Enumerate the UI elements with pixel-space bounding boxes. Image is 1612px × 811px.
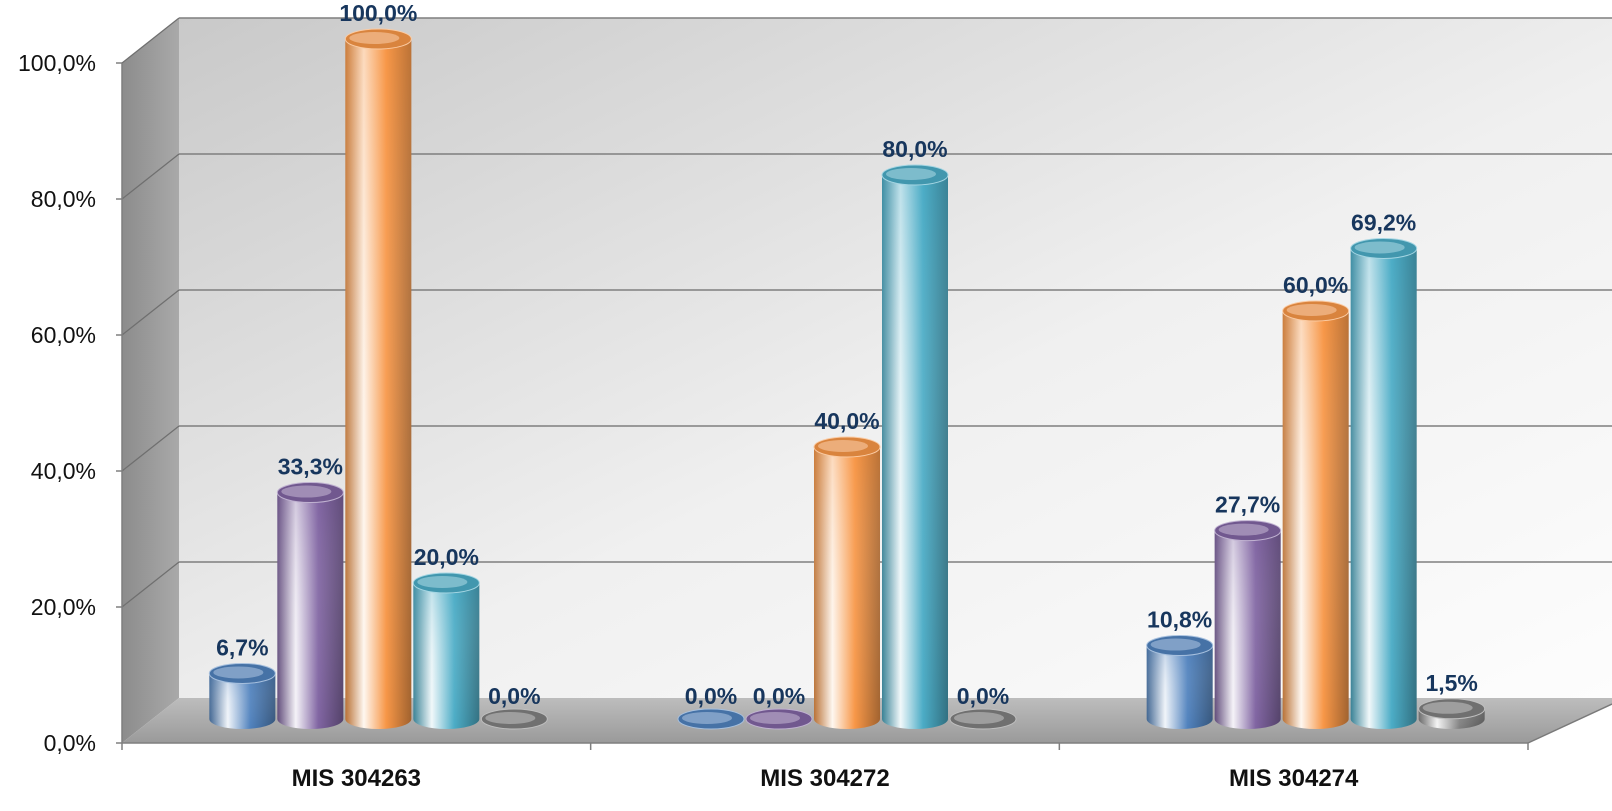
bar-top-highlight (485, 712, 536, 724)
bar-shade (1350, 248, 1417, 729)
data-label: 20,0% (414, 544, 479, 570)
y-tick-label: 0,0% (44, 730, 96, 756)
gridline-depth (121, 425, 180, 472)
data-label: 60,0% (1283, 272, 1348, 298)
x-category-label: MIS 304272 (760, 765, 889, 792)
bar-top-highlight (954, 712, 1004, 724)
bar-shade (413, 583, 480, 729)
data-label: 0,0% (685, 683, 737, 709)
data-label: 0,0% (957, 683, 1009, 709)
data-label: 69,2% (1351, 209, 1416, 235)
bar-shade (345, 39, 412, 729)
gridline-depth (121, 17, 180, 64)
y-tick-label: 40,0% (31, 458, 96, 484)
floor-edge (1527, 703, 1612, 744)
bar-top-highlight (750, 712, 800, 724)
bar-top-highlight (1286, 304, 1337, 316)
bar-top-highlight (213, 666, 264, 679)
data-label: 0,0% (753, 683, 805, 709)
bar-top-highlight (349, 32, 400, 44)
bar-top-highlight (1218, 523, 1269, 536)
data-label: 80,0% (882, 136, 947, 162)
bar (813, 436, 881, 729)
side-wall (122, 18, 179, 743)
x-category-label: MIS 304274 (1229, 765, 1359, 792)
gridline-depth (121, 153, 180, 200)
y-tick-label: 80,0% (31, 186, 96, 212)
bar (949, 708, 1017, 730)
bar (344, 28, 412, 729)
bar (276, 482, 344, 729)
bar (412, 572, 480, 729)
bar (881, 164, 949, 729)
data-label: 33,3% (278, 454, 343, 480)
gridline-depth (121, 289, 180, 336)
bar (1350, 237, 1418, 729)
data-label: 0,0% (488, 683, 540, 709)
bar (208, 662, 276, 729)
bar-shade (1282, 311, 1349, 729)
bar (1146, 635, 1214, 729)
data-label: 27,7% (1215, 492, 1280, 518)
bar-top-highlight (818, 440, 868, 452)
data-label: 100,0% (339, 0, 417, 26)
bar-shade (277, 492, 344, 729)
bar (745, 708, 813, 730)
data-label: 10,8% (1147, 607, 1212, 633)
bar-top-highlight (1422, 701, 1473, 714)
y-tick-label: 60,0% (31, 322, 96, 348)
bar-top-highlight (886, 168, 936, 180)
data-label: 40,0% (814, 408, 879, 434)
bar-top-highlight (682, 712, 732, 724)
y-tick-label: 100,0% (18, 50, 96, 76)
data-label: 1,5% (1425, 670, 1477, 696)
bar-top-highlight (417, 576, 468, 588)
bar (1418, 698, 1486, 729)
bar-shade (814, 447, 880, 729)
bar (677, 708, 745, 730)
gridline-depth (121, 561, 180, 608)
y-tick-label: 20,0% (31, 594, 96, 620)
bar-shade (1214, 530, 1281, 729)
bar-top-highlight (281, 485, 332, 498)
bar-top-highlight (1354, 241, 1405, 254)
bar-shade (1146, 645, 1213, 729)
bar-shade (209, 673, 276, 729)
bar-shade (882, 175, 948, 729)
bar (1282, 300, 1350, 729)
x-category-label: MIS 304263 (292, 765, 421, 792)
bar-top-highlight (1150, 638, 1201, 651)
bar (480, 708, 548, 730)
data-label: 6,7% (216, 634, 268, 660)
bar (1214, 520, 1282, 729)
